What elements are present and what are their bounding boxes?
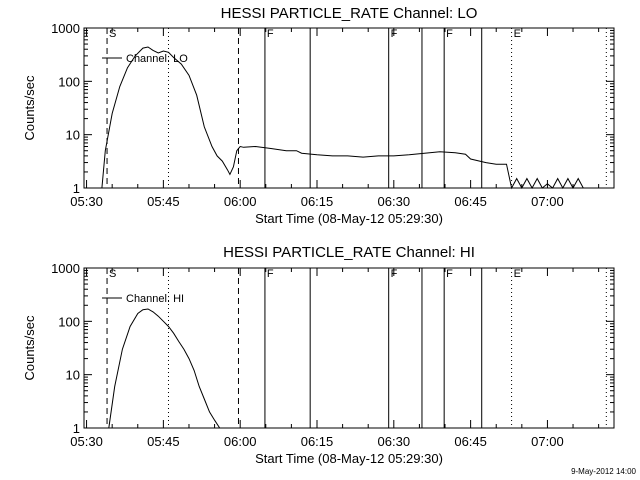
x-tick-label: 05:30 (70, 194, 103, 209)
y-tick-label: 1 (73, 181, 80, 196)
plot-frame (83, 27, 615, 189)
legend-entry: Channel: LO (126, 53, 188, 65)
x-tick-label: 05:30 (70, 434, 103, 449)
y-tick-label: 10 (66, 368, 80, 383)
event-marker-label: S (109, 28, 116, 40)
y-tick-label: 10 (66, 128, 80, 143)
x-tick-label: 07:00 (531, 434, 564, 449)
x-tick-label: 06:30 (378, 434, 411, 449)
x-tick-label: 06:15 (301, 194, 334, 209)
event-marker-label: F (446, 28, 453, 40)
event-marker-label: E (514, 28, 521, 40)
series-line (108, 308, 221, 429)
y-tick-label: 100 (58, 314, 80, 329)
legend-entry: Channel: HI (126, 293, 184, 305)
event-marker-label: S (109, 268, 116, 280)
x-tick-label: 06:45 (454, 434, 487, 449)
footer-timestamp: 9-May-2012 14:00 (571, 467, 636, 476)
y-tick-label: 1000 (51, 21, 80, 36)
event-marker-label: F (391, 268, 398, 280)
x-axis-label: Start Time (08-May-12 05:29:30) (255, 211, 443, 226)
event-marker-label: F (267, 28, 274, 40)
series-line (84, 46, 584, 190)
x-tick-label: 05:45 (147, 194, 180, 209)
event-marker-label: F (267, 268, 274, 280)
y-tick-label: 100 (58, 74, 80, 89)
x-tick-label: 06:30 (378, 194, 411, 209)
y-tick-label: 1 (73, 421, 80, 436)
event-marker-label: E (514, 268, 521, 280)
plot-frame (83, 267, 615, 429)
x-tick-label: 06:15 (301, 434, 334, 449)
panel-channel-hi: HESSI PARTICLE_RATE Channel: HI 1 10 100 100… (22, 244, 615, 466)
x-tick-label: 06:00 (224, 434, 257, 449)
x-tick-label: 06:00 (224, 194, 257, 209)
chart-title: HESSI PARTICLE_RATE Channel: LO (221, 5, 478, 22)
x-tick-label: 05:45 (147, 434, 180, 449)
event-marker-label: F (391, 28, 398, 40)
x-tick-label: 06:45 (454, 194, 487, 209)
y-axis-label: Counts/sec (22, 315, 37, 381)
panel-channel-lo: HESSI PARTICLE_RATE Channel: LO 1 10 100 100… (22, 5, 615, 226)
y-tick-label: 1000 (51, 261, 80, 276)
x-tick-label: 07:00 (531, 194, 564, 209)
y-axis-label: Counts/sec (22, 75, 37, 141)
event-marker-label: F (446, 268, 453, 280)
x-axis-label: Start Time (08-May-12 05:29:30) (255, 451, 443, 466)
chart-title: HESSI PARTICLE_RATE Channel: HI (223, 244, 475, 261)
